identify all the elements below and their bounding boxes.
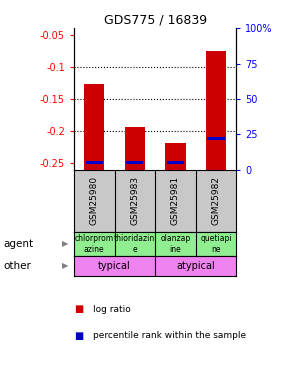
Text: GSM25983: GSM25983	[130, 176, 139, 225]
Text: percentile rank within the sample: percentile rank within the sample	[93, 331, 246, 340]
Text: agent: agent	[3, 239, 33, 249]
Bar	[86, 161, 103, 164]
Text: GSM25980: GSM25980	[90, 176, 99, 225]
Text: ▶: ▶	[62, 239, 69, 248]
Bar	[84, 84, 104, 170]
Text: olanzap
ine: olanzap ine	[160, 234, 191, 254]
Bar	[207, 137, 225, 140]
Bar	[125, 127, 145, 170]
Bar	[126, 161, 144, 164]
Text: chlorprom
azine: chlorprom azine	[75, 234, 114, 254]
Title: GDS775 / 16839: GDS775 / 16839	[104, 14, 207, 27]
Text: thioridazin
e: thioridazin e	[114, 234, 155, 254]
Text: log ratio: log ratio	[93, 305, 130, 314]
Text: ■: ■	[74, 304, 83, 314]
Text: GSM25982: GSM25982	[211, 176, 221, 225]
Text: atypical: atypical	[176, 261, 215, 271]
Text: ▶: ▶	[62, 261, 69, 270]
Text: GSM25981: GSM25981	[171, 176, 180, 225]
Text: other: other	[3, 261, 31, 271]
Bar	[167, 161, 184, 164]
Bar	[165, 142, 186, 170]
Text: typical: typical	[98, 261, 131, 271]
Text: ■: ■	[74, 331, 83, 340]
Text: quetiapi
ne: quetiapi ne	[200, 234, 232, 254]
Bar	[206, 51, 226, 170]
